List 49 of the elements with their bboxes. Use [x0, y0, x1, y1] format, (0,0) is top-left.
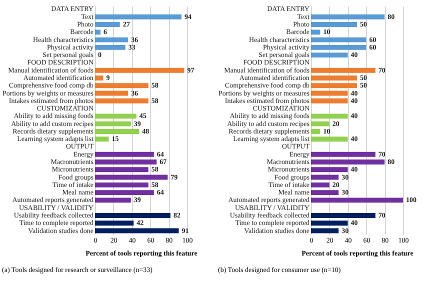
bar: [311, 44, 366, 50]
bar: [311, 212, 376, 218]
bar: [95, 152, 154, 157]
bar: [311, 167, 348, 172]
bar: [95, 14, 182, 20]
bar: [311, 98, 348, 104]
bar: [311, 174, 339, 180]
bar: [95, 136, 109, 142]
bar: [311, 228, 339, 234]
bar: [95, 174, 168, 180]
bar: [311, 83, 357, 88]
bar: [95, 22, 120, 28]
bar: [95, 98, 148, 104]
bar: [311, 52, 348, 58]
bar: [95, 167, 148, 172]
bar: [311, 190, 339, 196]
bar: [95, 228, 179, 234]
bar: [311, 128, 320, 134]
bar: [311, 22, 357, 28]
bar: [95, 128, 140, 134]
bar: [95, 212, 170, 218]
bar: [311, 76, 357, 80]
bar: [311, 198, 403, 203]
bar: [95, 160, 157, 164]
bar: [311, 160, 385, 164]
bar: [311, 114, 348, 119]
bar: [95, 90, 128, 96]
bar: [95, 68, 184, 73]
bar: [95, 182, 148, 188]
bar: [311, 68, 376, 73]
bar: [311, 136, 348, 142]
bar: [311, 182, 330, 188]
bar: [311, 37, 366, 42]
bar: [95, 76, 104, 80]
bar: [311, 30, 320, 35]
bar: [95, 44, 126, 50]
bar: [95, 198, 131, 203]
bar: [311, 152, 376, 157]
bar: [95, 83, 148, 88]
bar: [95, 220, 134, 226]
bar: [95, 30, 101, 35]
bar: [311, 90, 348, 96]
bar: [95, 121, 131, 126]
bar: [311, 220, 348, 226]
bar: [311, 14, 385, 20]
bar: [95, 190, 154, 196]
bar: [95, 114, 136, 119]
bar: [311, 121, 330, 126]
bar: [95, 37, 128, 42]
